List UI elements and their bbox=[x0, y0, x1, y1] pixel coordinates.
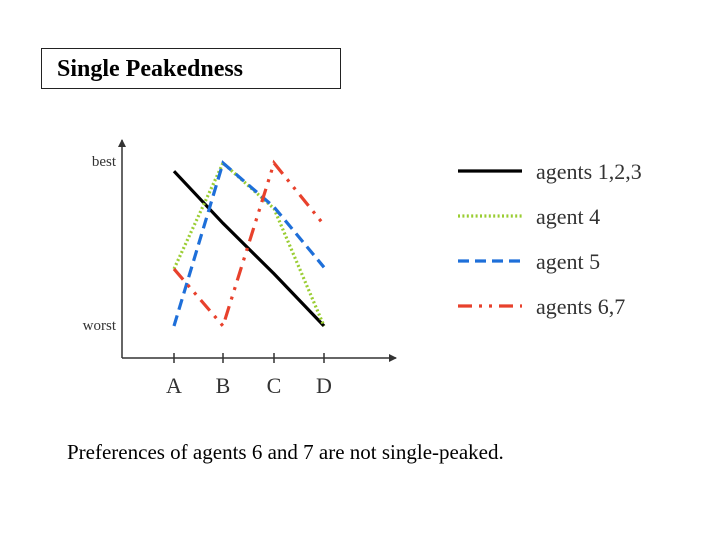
series-line-3 bbox=[172, 160, 326, 327]
legend-label-4: agents 6,7 bbox=[536, 294, 625, 319]
slide-title: Single Peakedness bbox=[57, 56, 244, 82]
caption: Preferences of agents 6 and 7 are not si… bbox=[67, 440, 504, 464]
x-tick-label-b: B bbox=[216, 373, 231, 398]
x-tick-label-c: C bbox=[267, 373, 282, 398]
legend-label-2: agent 4 bbox=[536, 204, 600, 229]
legend-label-1: agents 1,2,3 bbox=[536, 159, 642, 184]
x-tick-label-a: A bbox=[166, 373, 182, 398]
y-bottom-label: worst bbox=[83, 318, 117, 334]
title-box: Single Peakedness bbox=[41, 48, 341, 89]
y-top-label: best bbox=[92, 154, 117, 170]
x-tick-label-d: D bbox=[316, 373, 332, 398]
series-line-1 bbox=[172, 170, 326, 328]
legend-label-3: agent 5 bbox=[536, 249, 600, 274]
